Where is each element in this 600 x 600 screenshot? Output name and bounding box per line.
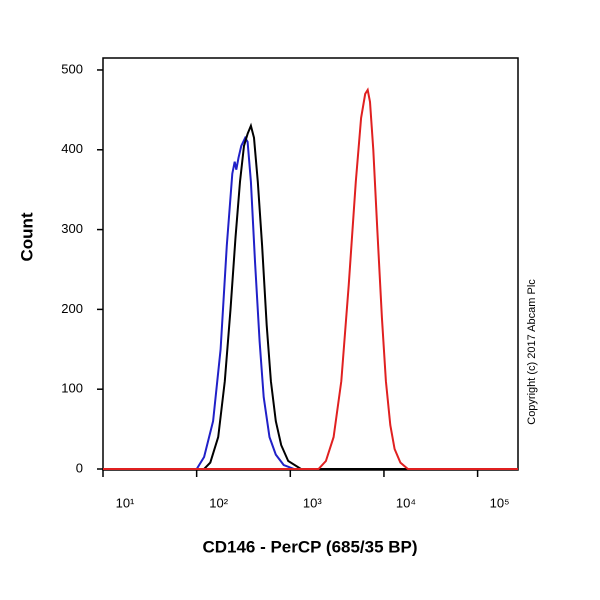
x-tick-label: 10⁵ xyxy=(490,495,510,510)
y-tick-label: 400 xyxy=(61,141,83,156)
x-tick-label: 10³ xyxy=(303,495,322,510)
y-tick-label: 500 xyxy=(61,61,83,76)
x-tick-label: 10² xyxy=(209,495,228,510)
histogram-line xyxy=(103,135,518,470)
histogram-line xyxy=(103,87,518,470)
x-axis-title: CD146 - PerCP (685/35 BP) xyxy=(202,537,417,556)
x-tick-label: 10⁴ xyxy=(396,495,416,510)
plot-frame xyxy=(102,57,519,471)
copyright: Copyright (c) 2017 Abcam Plc xyxy=(526,279,538,425)
y-tick-label: 100 xyxy=(61,381,83,396)
x-tick-label: 10¹ xyxy=(116,495,135,510)
y-tick-label: 0 xyxy=(76,460,83,475)
y-tick-label: 200 xyxy=(61,301,83,316)
y-axis-title: Count xyxy=(17,212,36,261)
y-tick-label: 300 xyxy=(61,221,83,236)
histogram-line xyxy=(103,122,518,470)
